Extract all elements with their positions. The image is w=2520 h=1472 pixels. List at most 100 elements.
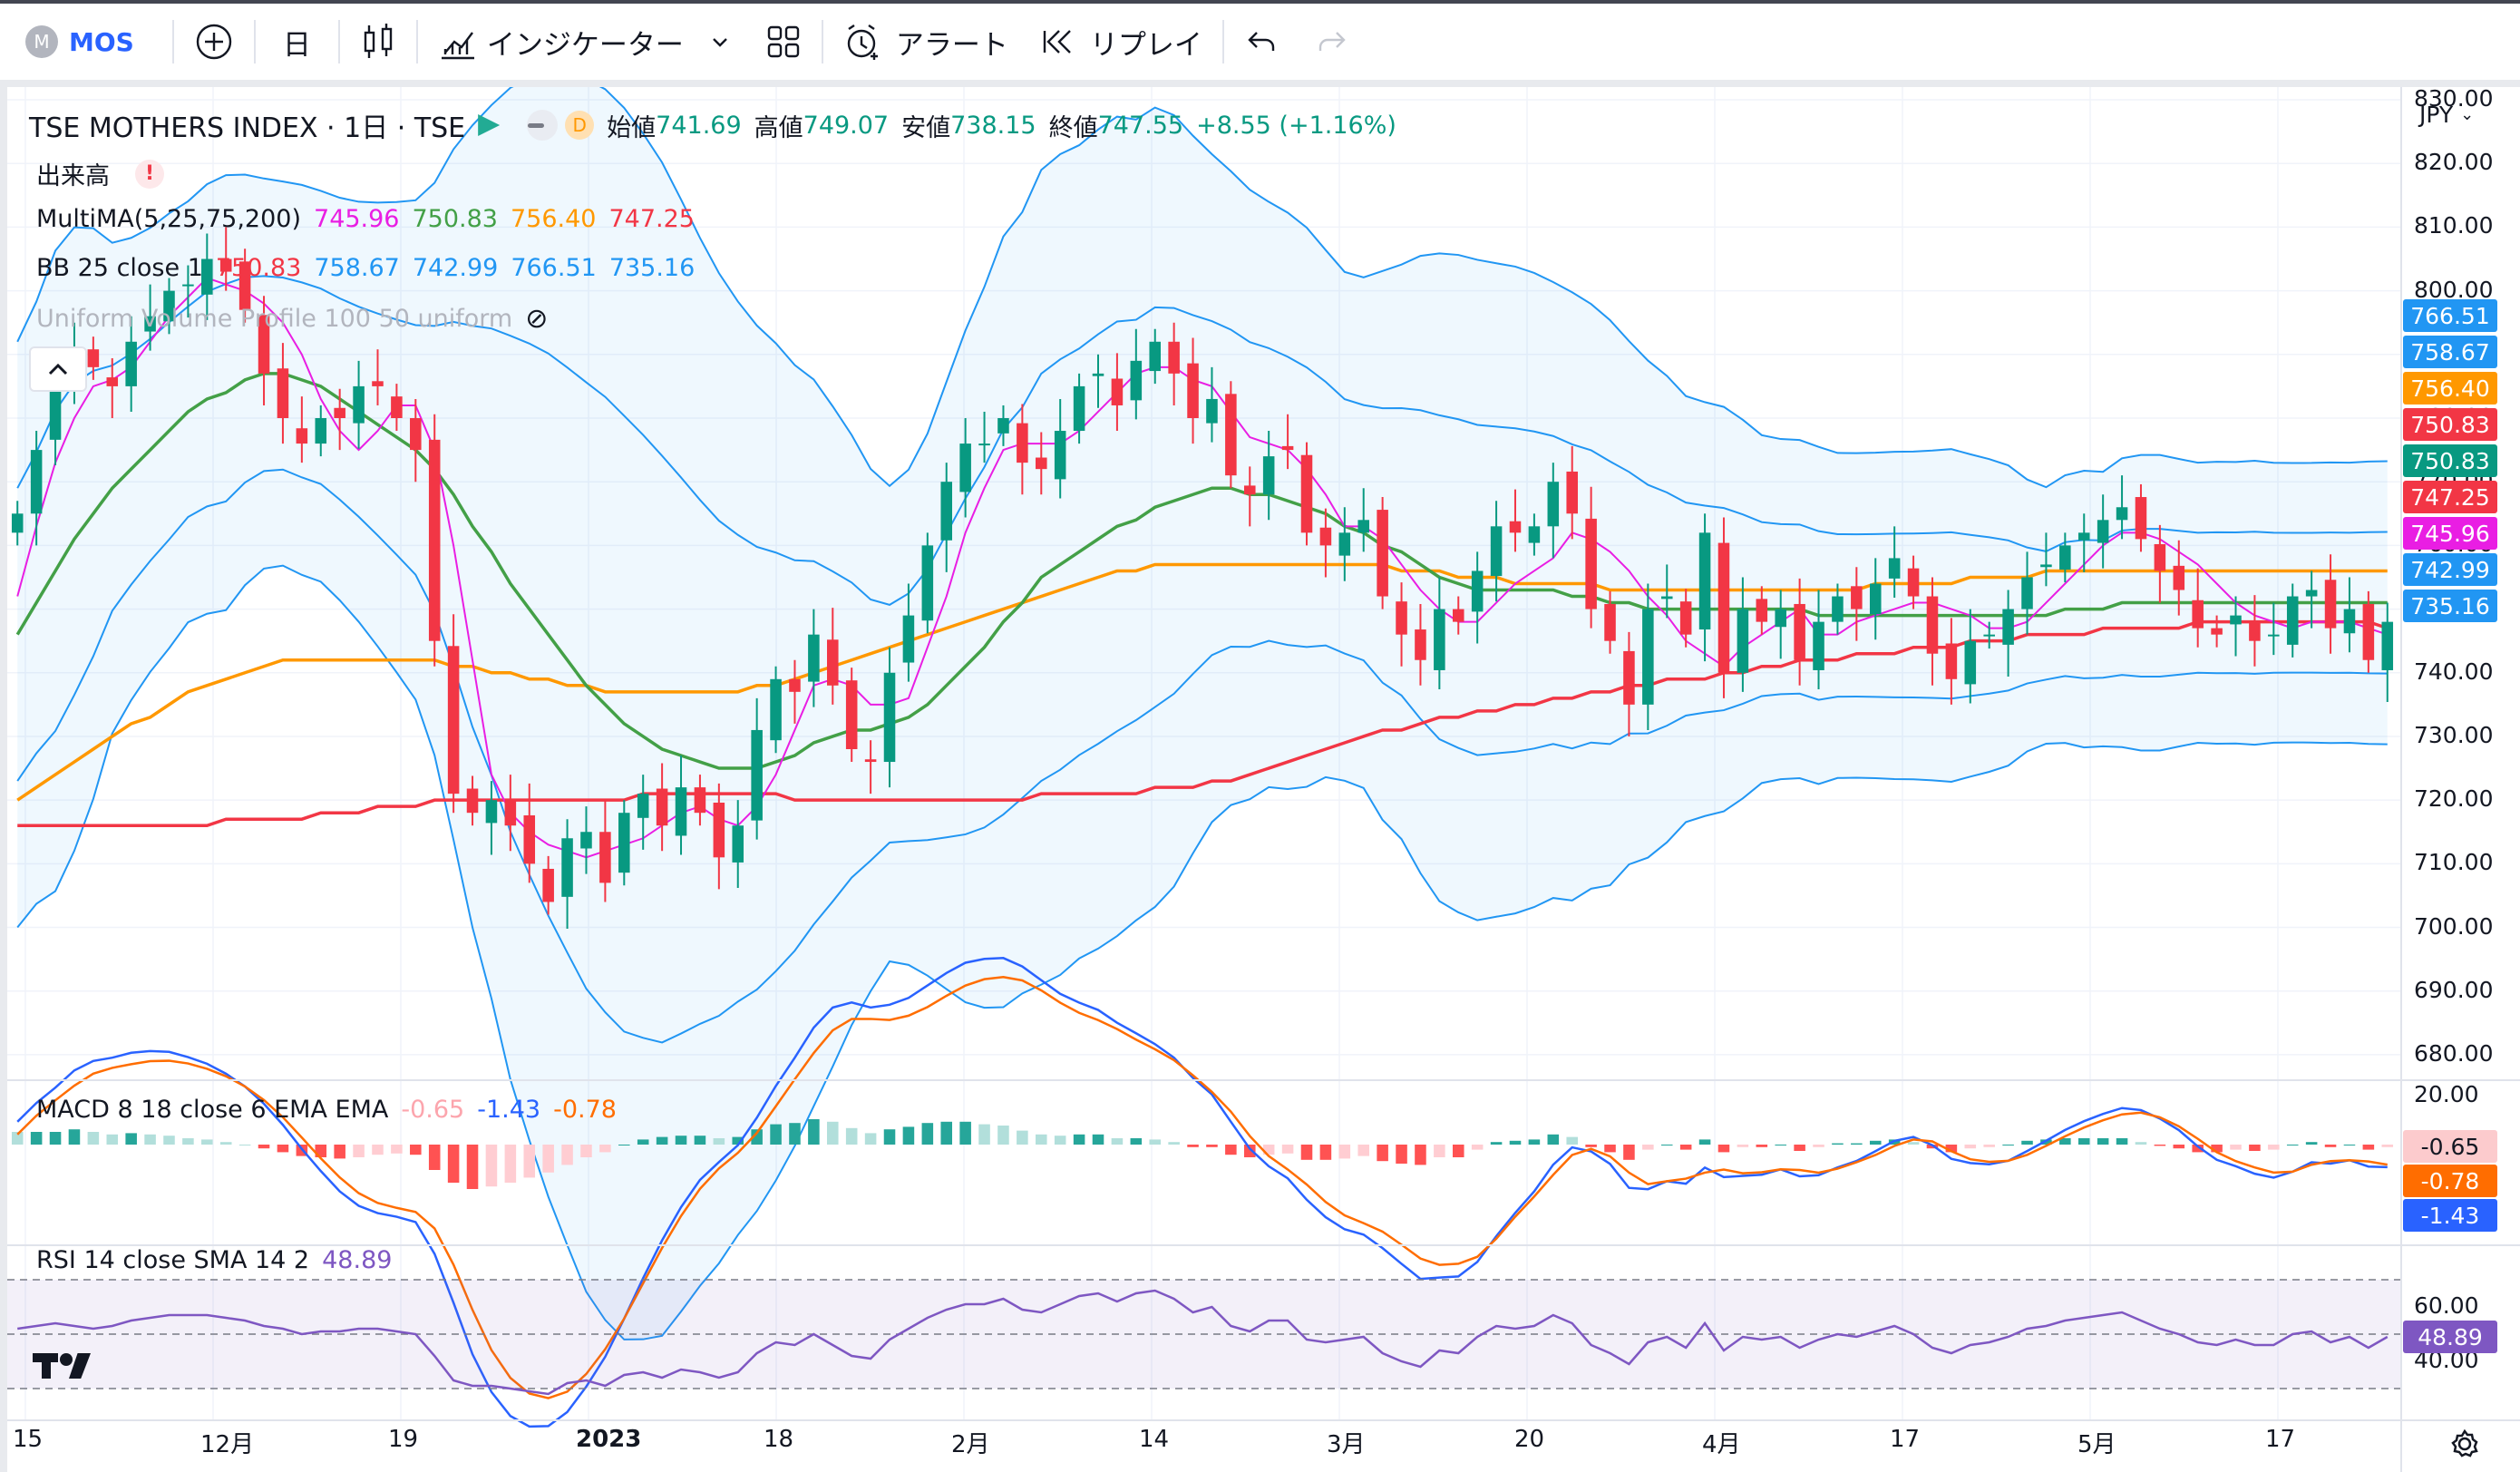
macd-histogram-bar: [353, 1145, 365, 1157]
price-axis-label[interactable]: 730.00: [2414, 721, 2494, 748]
divider: [337, 20, 340, 63]
macd-histogram-bar: [561, 1145, 573, 1165]
interval-button[interactable]: 日: [259, 15, 335, 69]
market-status-icon: [478, 114, 501, 136]
rsi-value: 48.89: [322, 1246, 393, 1274]
eye-crossed-icon[interactable]: ⊘: [525, 303, 549, 335]
price-axis-label[interactable]: 710.00: [2414, 849, 2494, 876]
symbol-search[interactable]: M MOS: [0, 15, 151, 69]
candle-body: [1187, 363, 1199, 418]
candle-body: [2173, 565, 2185, 590]
rsi-axis-label[interactable]: 60.00: [2414, 1292, 2479, 1319]
candle-body: [1377, 510, 1388, 597]
time-axis-label[interactable]: 15: [13, 1426, 44, 1453]
macd-histogram-bar: [1206, 1145, 1218, 1147]
candle-body: [1243, 485, 1256, 495]
price-axis-label[interactable]: 740.00: [2414, 658, 2494, 685]
macd-histogram-bar: [466, 1145, 479, 1189]
candle-body: [2211, 628, 2223, 635]
candle-body: [1281, 445, 1294, 451]
price-tag: 750.83: [2403, 408, 2497, 441]
currency-button[interactable]: JPY ⌄: [2419, 102, 2474, 128]
time-axis-label[interactable]: 4月: [1702, 1431, 1741, 1458]
time-axis-label[interactable]: 18: [764, 1426, 794, 1453]
time-axis-label[interactable]: 19: [388, 1426, 419, 1453]
time-axis-label[interactable]: 17: [1890, 1426, 1921, 1453]
candle-body: [238, 261, 251, 310]
macd-histogram-bar: [1357, 1145, 1369, 1156]
time-axis-label[interactable]: 3月: [1327, 1431, 1366, 1458]
time-axis-label[interactable]: 17: [2265, 1426, 2296, 1453]
candle-body: [353, 385, 365, 424]
candle-body: [11, 513, 24, 533]
candle-body: [523, 815, 536, 864]
chart-type-button[interactable]: [344, 15, 413, 69]
macd-histogram-bar: [182, 1138, 194, 1145]
macd-histogram-bar: [258, 1145, 270, 1149]
undo-button[interactable]: [1228, 15, 1297, 69]
price-axis-label[interactable]: 830.00: [2414, 85, 2494, 112]
macd-histogram-bar: [2135, 1142, 2147, 1145]
macd-histogram-bar: [391, 1145, 403, 1154]
macd-histogram-bar: [827, 1121, 839, 1145]
ohlc-high-label: 高値: [754, 113, 803, 142]
warning-icon[interactable]: !: [135, 159, 164, 189]
replay-icon: [1043, 30, 1071, 54]
macd-histogram-bar: [144, 1134, 156, 1145]
session-badge[interactable]: D: [565, 111, 595, 140]
price-axis-label[interactable]: 810.00: [2414, 212, 2494, 239]
price-axis-label[interactable]: 820.00: [2414, 149, 2494, 176]
macd-histogram-bar: [1604, 1145, 1616, 1153]
redo-button[interactable]: [1297, 15, 1366, 69]
grid-icon: [767, 25, 800, 58]
tradingview-logo[interactable]: [33, 1348, 96, 1384]
price-axis-label[interactable]: 720.00: [2414, 785, 2494, 813]
ohlc-high: 749.07: [803, 111, 890, 140]
indicators-button[interactable]: インジケーター: [422, 15, 749, 69]
macd-histogram-bar: [978, 1124, 990, 1145]
candle-body: [2381, 621, 2394, 670]
settings-button[interactable]: [2447, 1426, 2483, 1462]
multima-ma25: 750.83: [412, 205, 498, 233]
time-axis-label[interactable]: 14: [1139, 1426, 1170, 1453]
candle-body: [201, 258, 213, 295]
price-axis-label[interactable]: 680.00: [2414, 1039, 2494, 1067]
compare-button[interactable]: [178, 15, 250, 69]
bb-inner-line: [16, 468, 2388, 1044]
macd-axis-label[interactable]: 20.00: [2414, 1081, 2479, 1107]
macd-histogram-bar: [959, 1121, 971, 1145]
macd-histogram-bar: [372, 1145, 384, 1155]
candle-body: [959, 444, 971, 492]
chevron-down-icon[interactable]: [707, 29, 733, 54]
alert-button[interactable]: アラート: [827, 15, 1025, 69]
replay-button[interactable]: リプレイ: [1025, 15, 1219, 69]
bb-upper2: 766.51: [511, 254, 597, 282]
time-axis-label[interactable]: 12月: [200, 1431, 255, 1458]
bb-inner-line: [16, 275, 2388, 606]
candle-body: [827, 639, 839, 686]
price-axis-label[interactable]: 800.00: [2414, 276, 2494, 303]
macd-histogram-bar: [1471, 1145, 1484, 1150]
chart-canvas[interactable]: [7, 87, 2520, 1472]
collapse-legend-button[interactable]: [29, 346, 87, 392]
visibility-toggle[interactable]: [527, 110, 559, 141]
candle-body: [2135, 497, 2147, 540]
candle-body: [1092, 373, 1104, 376]
candle-body: [2154, 543, 2166, 571]
divider: [415, 20, 418, 63]
time-axis-label[interactable]: 20: [1514, 1426, 1545, 1453]
macd-histogram-bar: [1794, 1145, 1805, 1151]
price-axis-label[interactable]: 700.00: [2414, 912, 2494, 940]
candle-body: [1642, 609, 1654, 705]
macd-histogram-bar: [883, 1129, 896, 1145]
candle-body: [2268, 634, 2280, 637]
price-axis-label[interactable]: 690.00: [2414, 976, 2494, 1003]
macd-histogram-bar: [1737, 1145, 1749, 1147]
layouts-button[interactable]: [749, 15, 818, 69]
time-axis-label[interactable]: 2月: [951, 1431, 990, 1458]
time-axis-label[interactable]: 2023: [576, 1426, 642, 1453]
candle-body: [2249, 620, 2261, 641]
price-tag: 742.99: [2403, 553, 2497, 586]
candle-body: [1509, 521, 1522, 533]
time-axis-label[interactable]: 5月: [2077, 1431, 2116, 1458]
